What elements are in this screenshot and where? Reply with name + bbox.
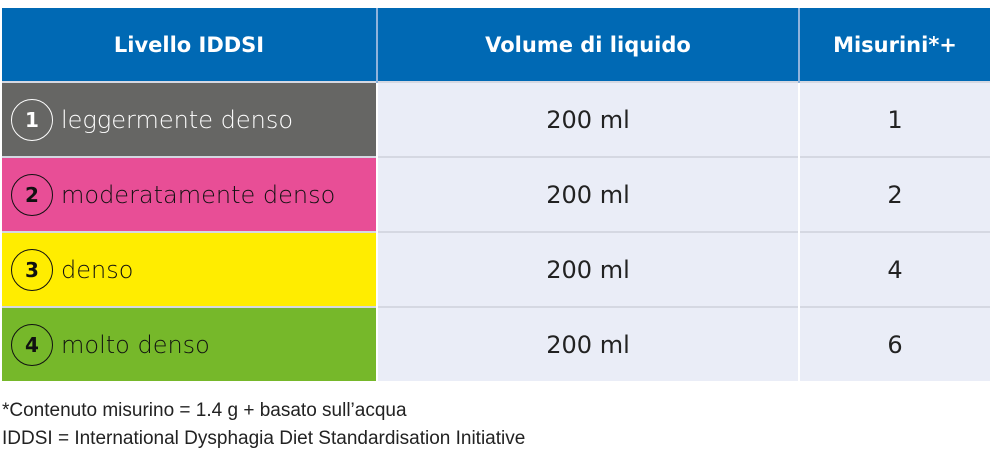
scoops-cell: 4 <box>799 231 990 307</box>
footnote-iddsi: IDDSI = International Dysphagia Diet Sta… <box>2 428 526 449</box>
header-scoops: Misurini*+ <box>799 8 990 82</box>
level-cell: 1 leggermente denso <box>2 81 378 157</box>
scoops-cell: 1 <box>799 81 990 157</box>
footnotes: *Contenuto misurino = 1.4 g + basato sul… <box>2 397 525 453</box>
header-row: Livello IDDSI Volume di liquido Misurini… <box>2 8 990 82</box>
level-cell: 3 denso <box>2 231 378 307</box>
level-number-badge: 1 <box>11 98 53 141</box>
table-row: 2 moderatamente denso 200 ml 2 <box>2 156 990 232</box>
volume-cell: 200 ml <box>377 81 800 157</box>
level-label: leggermente denso <box>61 105 294 134</box>
level-label: denso <box>61 255 134 284</box>
volume-cell: 200 ml <box>377 306 800 381</box>
header-level: Livello IDDSI <box>2 8 378 82</box>
table-row: 3 denso 200 ml 4 <box>2 231 990 307</box>
level-number-badge: 2 <box>11 173 53 216</box>
table-row: 1 leggermente denso 200 ml 1 <box>2 81 990 157</box>
header-volume: Volume di liquido <box>377 8 800 82</box>
level-cell: 2 moderatamente denso <box>2 156 378 232</box>
scoops-cell: 6 <box>799 306 990 381</box>
iddsi-table: Livello IDDSI Volume di liquido Misurini… <box>2 8 990 381</box>
volume-cell: 200 ml <box>377 231 800 307</box>
scoops-cell: 2 <box>799 156 990 232</box>
volume-cell: 200 ml <box>377 156 800 232</box>
level-number-badge: 4 <box>11 323 53 366</box>
table-row: 4 molto denso 200 ml 6 <box>2 306 990 381</box>
level-label: molto denso <box>61 330 210 359</box>
level-number-badge: 3 <box>11 248 53 291</box>
level-label: moderatamente denso <box>61 180 336 209</box>
level-cell: 4 molto denso <box>2 306 378 381</box>
footnote-scoop: *Contenuto misurino = 1.4 g + basato sul… <box>2 400 407 421</box>
